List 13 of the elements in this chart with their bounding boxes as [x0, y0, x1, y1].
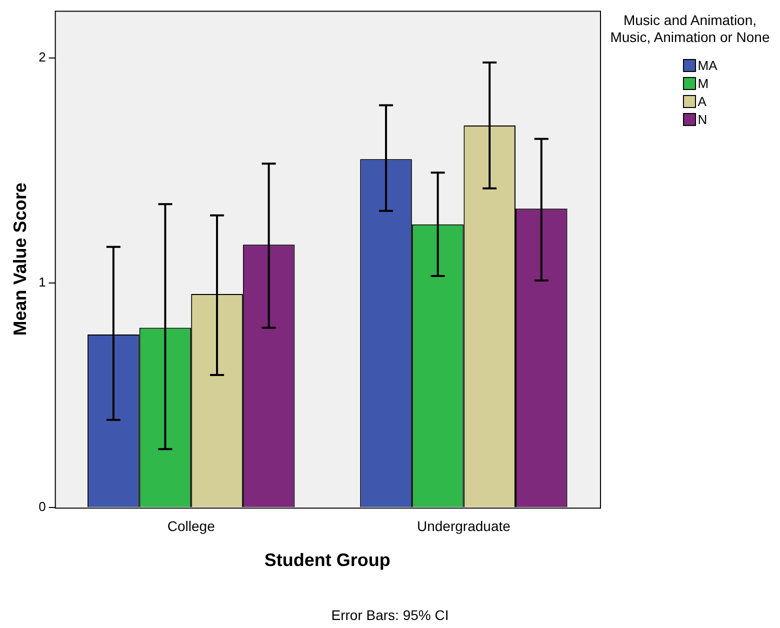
legend-title: Music and Animation, Music, Animation or None — [609, 12, 771, 46]
y-tick-label: 0 — [38, 499, 46, 514]
y-tick-label: 2 — [38, 50, 46, 65]
y-tick-label: 1 — [38, 274, 46, 290]
x-tick-label: Undergraduate — [417, 518, 511, 534]
x-axis-title: Student Group — [264, 550, 390, 570]
y-axis-title: Mean Value Score — [10, 182, 30, 336]
legend-label: M — [698, 76, 709, 90]
text: Error Bars: 95% CI — [331, 606, 449, 623]
legend-label: N — [698, 112, 708, 126]
legend-label: A — [698, 94, 706, 108]
legend-label: MA — [698, 58, 718, 72]
x-tick-label: College — [167, 518, 216, 534]
